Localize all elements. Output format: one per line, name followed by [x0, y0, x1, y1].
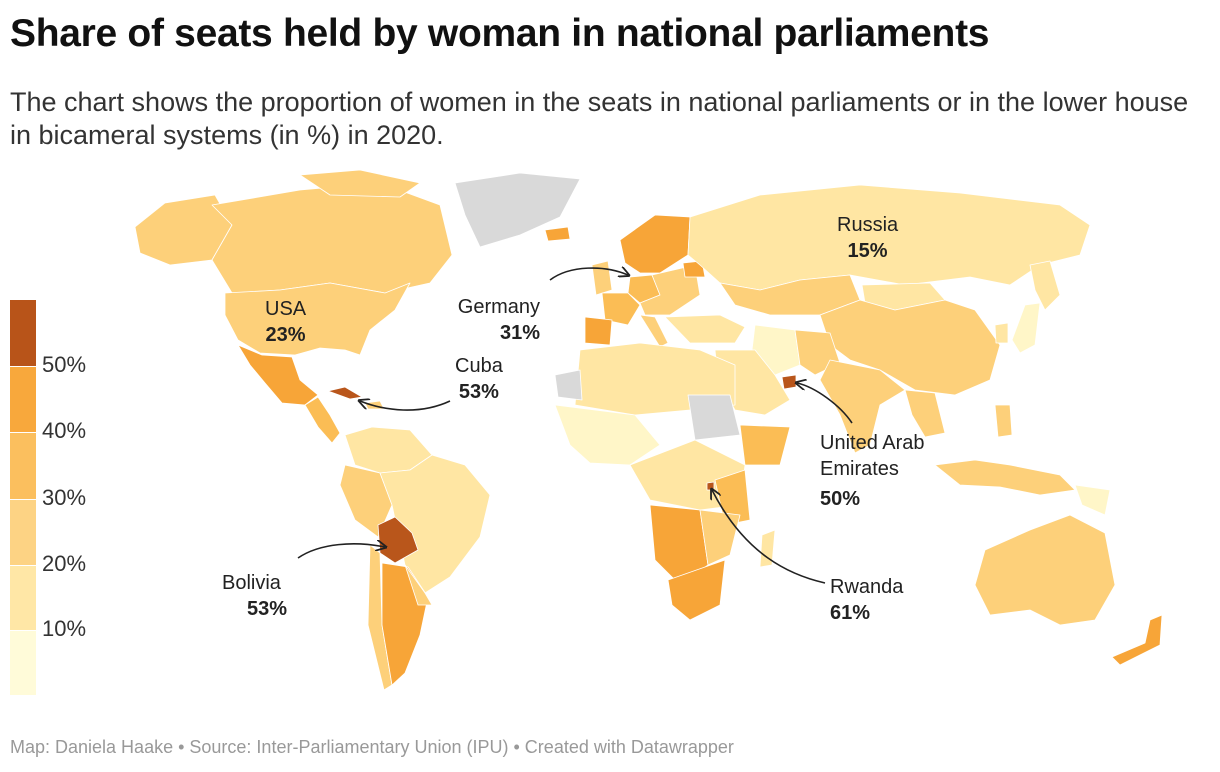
country-spain	[584, 316, 613, 346]
annotation-germany-value: 31%	[500, 322, 541, 344]
country-kamchatka	[1029, 260, 1061, 311]
chart-subtitle: The chart shows the proportion of women …	[10, 87, 1189, 150]
legend-swatch-20-30	[10, 499, 36, 565]
country-balkans-turkey	[664, 314, 746, 344]
country-southeast-asia	[904, 389, 946, 438]
annotation-uae: United Arab Emirates 50%	[820, 430, 925, 512]
annotation-bolivia-name: Bolivia	[222, 572, 281, 594]
arrow-cuba	[360, 401, 451, 411]
arrow-bolivia	[297, 544, 385, 559]
country-china	[819, 299, 1001, 396]
country-indonesia	[934, 459, 1076, 496]
legend-swatch-40-50	[10, 366, 36, 432]
annotation-russia-value: 15%	[847, 240, 888, 262]
country-india	[819, 359, 906, 454]
country-russia	[687, 184, 1091, 291]
annotation-rwanda-value: 61%	[830, 602, 871, 624]
country-cuba	[327, 386, 363, 400]
country-madagascar	[759, 529, 776, 568]
annotation-usa-value: 23%	[265, 324, 306, 346]
country-sudan	[687, 394, 741, 441]
annotation-uae-name-2: Emirates	[820, 458, 899, 480]
country-uk	[591, 260, 613, 296]
country-italy	[639, 314, 669, 348]
country-canada-islands	[299, 169, 421, 198]
arrow-germany	[549, 268, 628, 281]
country-philippines	[994, 404, 1013, 438]
country-papua	[1074, 484, 1111, 516]
country-norway-sweden-finland	[619, 214, 691, 274]
chart-title: Share of seats held by woman in national…	[10, 12, 990, 55]
country-western-sahara	[554, 369, 583, 401]
country-japan	[1011, 302, 1041, 354]
country-usa	[224, 282, 411, 356]
country-france	[601, 292, 641, 326]
country-paraguay-uruguay	[404, 564, 433, 606]
legend-label-20: 20%	[42, 551, 87, 576]
legend-swatch-0-10	[10, 630, 36, 695]
country-uae	[781, 374, 797, 390]
country-greenland	[454, 172, 581, 248]
country-rwanda	[706, 481, 715, 491]
country-ethiopia-horn	[739, 424, 791, 466]
annotation-uae-name-1: United Arab	[820, 432, 925, 454]
annotation-cuba-name: Cuba	[455, 355, 503, 377]
color-legend: 10% 20% 30% 40% 50%	[10, 300, 120, 695]
arrow-uae	[797, 383, 853, 424]
annotation-uae-value: 50%	[820, 488, 861, 510]
country-southern-africa	[699, 509, 741, 566]
annotation-cuba: Cuba 53%	[455, 353, 503, 405]
arrow-rwanda	[712, 490, 826, 584]
annotation-bolivia-value: 53%	[247, 598, 288, 620]
annotation-rwanda: Rwanda 61%	[830, 574, 903, 626]
choropleth-map	[134, 169, 1163, 691]
annotation-bolivia: Bolivia 53%	[222, 570, 287, 622]
footer-credits: Map: Daniela Haake • Source: Inter-Parli…	[10, 737, 734, 757]
country-central-america	[304, 396, 341, 444]
legend-swatch-10-20	[10, 565, 36, 630]
legend-label-30: 30%	[42, 485, 87, 510]
country-iceland	[544, 226, 571, 242]
legend-swatch-50plus	[10, 300, 36, 366]
country-korea	[994, 322, 1009, 344]
country-canada	[211, 182, 453, 294]
annotation-russia-name: Russia	[837, 214, 899, 236]
annotation-cuba-value: 53%	[458, 381, 499, 403]
annotation-rwanda-name: Rwanda	[830, 576, 904, 598]
annotation-usa-name: USA	[265, 298, 307, 320]
world-map	[0, 165, 1220, 710]
annotation-germany-name: Germany	[457, 296, 541, 318]
annotation-russia: Russia 15%	[837, 212, 898, 264]
annotation-usa: USA 23%	[265, 296, 306, 348]
annotation-germany: Germany 31%	[450, 294, 540, 346]
country-mexico	[237, 344, 319, 406]
country-new-zealand	[1111, 614, 1163, 666]
legend-swatch-30-40	[10, 432, 36, 499]
legend-label-50: 50%	[42, 352, 87, 377]
legend-label-40: 40%	[42, 418, 87, 443]
country-south-africa	[667, 559, 726, 621]
legend-label-10: 10%	[42, 616, 87, 641]
country-australia	[974, 514, 1116, 626]
